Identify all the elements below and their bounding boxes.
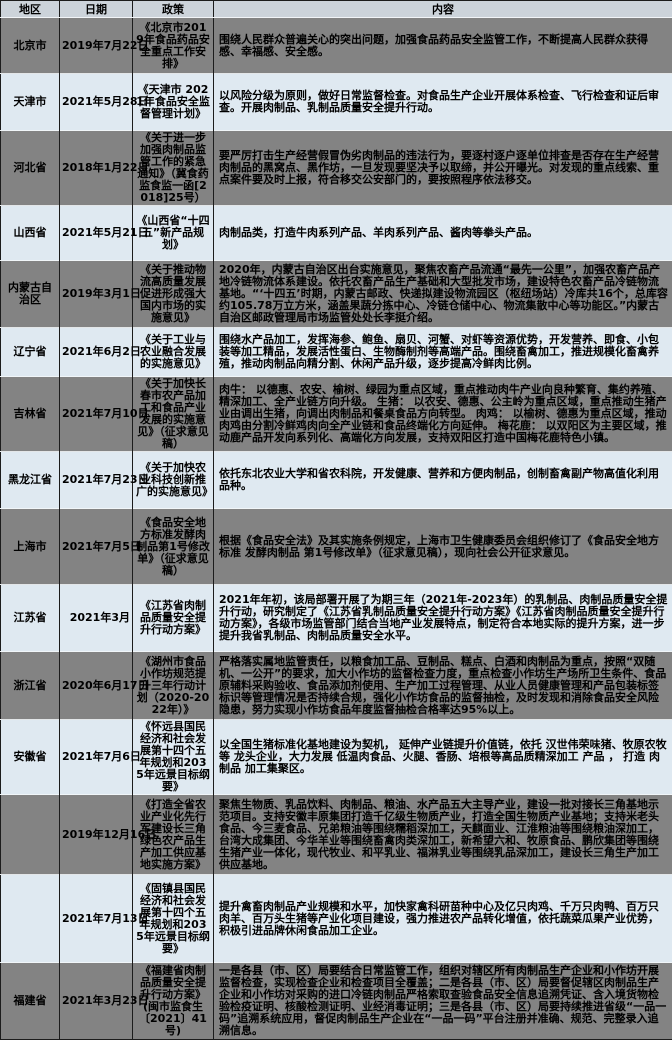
content-cell: 一是各县（市、区）局要结合日常监管工作，组织对辖区所有肉制品生产企业和小作坊开展…: [214, 963, 672, 1040]
content-cell: 依托东北农业大学和省农科院，开发健康、营养和方便肉制品，创制畜禽副产物高值化利用…: [214, 452, 672, 509]
date-cell: 2021年3月: [60, 585, 133, 652]
region-cell: 黑龙江省: [1, 452, 60, 509]
date-cell: 2021年5月28日: [60, 74, 133, 131]
policy-cell: 《关于加快长春市农产品加工和食品产业发展的实施意见》（征求意见稿）: [133, 377, 214, 452]
column-header-region: 地区: [1, 1, 60, 18]
content-cell: 2020年，内蒙古自治区出台实施意见，聚焦农畜产品流通“最先一公里”，加强农畜产…: [214, 261, 672, 328]
content-cell: 以风险分级为原则，做好日常监督检查。对食品生产企业开展体系检查、飞行检查和证后审…: [214, 74, 672, 131]
content-cell: 2021年年初，该局部署开展了为期三年（2021年-2023年）的乳制品、肉制品…: [214, 585, 672, 652]
policy-cell: 《福建省肉制品质量安全提升行动方案》(闽市监食生〔2021〕41号): [133, 963, 214, 1040]
date-cell: 2021年7月10日: [60, 377, 133, 452]
table-row: 2019年12月16日《打造全省农业产业化先行军建设长三角绿色农产品生产加工供应…: [1, 795, 672, 875]
content-cell: 聚焦生物质、乳品饮料、肉制品、粮油、水产品五大主导产业，建设一批对接长三角基地示…: [214, 795, 672, 875]
date-cell: 2021年7月13日: [60, 875, 133, 963]
date-cell: 2021年5月21日: [60, 206, 133, 261]
content-cell: 以全国生猪标准化基地建设为契机， 延伸产业链提升价值链，依托 汉世伟荣味猪、牧原…: [214, 720, 672, 795]
column-header-policy: 政策: [133, 1, 214, 18]
policy-cell: 《食品安全地方标准发酵肉制品第1号修改单》（征求意见稿）: [133, 509, 214, 585]
date-cell: 2021年7月6日: [60, 720, 133, 795]
content-cell: 围绕人民群众普遍关心的突出问题，加强食品药品安全监管工作，不断提高人民群众获得感…: [214, 18, 672, 74]
region-cell: 河北省: [1, 131, 60, 206]
column-header-content: 内容: [214, 1, 672, 18]
policy-cell: 《关于进一步加强肉制品监管工作的紧急通知》（冀食药监食监一函[2018]25号）: [133, 131, 214, 206]
policy-cell: 《山西省“十四五”新产品规划》: [133, 206, 214, 261]
region-cell: [1, 875, 60, 963]
policy-cell: 《固镇县国民经济和社会发展第十四个五年规划和2035年远景目标纲要》: [133, 875, 214, 963]
region-cell: 北京市: [1, 18, 60, 74]
header-row: 地区 日期 政策 内容: [1, 1, 672, 18]
region-cell: 福建省: [1, 963, 60, 1040]
region-cell: 天津市: [1, 74, 60, 131]
policy-cell: 《江苏省肉制品质量安全提升行动方案》: [133, 585, 214, 652]
date-cell: 2019年12月16日: [60, 795, 133, 875]
region-cell: 吉林省: [1, 377, 60, 452]
content-cell: 要严厉打击生产经营假冒伪劣肉制品的违法行为，要逐村逐户逐单位排查是否存在生产经营…: [214, 131, 672, 206]
policy-cell: 《打造全省农业产业化先行军建设长三角绿色农产品生产加工供应基地实施方案》: [133, 795, 214, 875]
region-cell: 浙江省: [1, 652, 60, 720]
region-cell: 上海市: [1, 509, 60, 585]
date-cell: 2021年7月23日: [60, 452, 133, 509]
policy-cell: 《天津市 2021年食品安全监督管理计划》: [133, 74, 214, 131]
date-cell: 2019年7月22日: [60, 18, 133, 74]
content-cell: 肉制品类，打造牛肉系列产品、羊肉系列产品、酱肉等拳头产品。: [214, 206, 672, 261]
content-cell: 根据《食品安全法》及其实施条例规定，上海市卫生健康委员会组织修订了《食品安全地方…: [214, 509, 672, 585]
region-cell: 江苏省: [1, 585, 60, 652]
date-cell: 2020年6月17日: [60, 652, 133, 720]
policy-cell: 《怀远县国民经济和社会发展第十四个五年规划和2035年远景目标纲要》: [133, 720, 214, 795]
policy-cell: 《关于推动物流高质量发展促进形成强大国内市场的实施意见》: [133, 261, 214, 328]
table-row: 2021年7月13日《固镇县国民经济和社会发展第十四个五年规划和2035年远景目…: [1, 875, 672, 963]
policy-cell: 《北京市2019年食品药品安全重点工作安排》: [133, 18, 214, 74]
content-cell: 围绕水产品加工，发挥海参、鲍鱼、扇贝、河蟹、对虾等资源优势，开发营养、即食、小包…: [214, 328, 672, 377]
date-cell: 2018年1月22日: [60, 131, 133, 206]
policy-cell: 《湖州市食品小作坊规范提升三年行动计划（2020-2022年）》: [133, 652, 214, 720]
content-cell: 严格落实属地监管责任，以粮食加工品、豆制品、糕点、白酒和肉制品为重点，按照“双随…: [214, 652, 672, 720]
region-cell: 内蒙古自治区: [1, 261, 60, 328]
date-cell: 2021年3月23日: [60, 963, 133, 1040]
policy-cell: 《关于加快农业科技创新推广的实施意见》: [133, 452, 214, 509]
column-header-date: 日期: [60, 1, 133, 18]
date-cell: 2021年6月2日: [60, 328, 133, 377]
date-cell: 2021年7月5日: [60, 509, 133, 585]
date-cell: 2019年3月1日: [60, 261, 133, 328]
content-cell: 肉牛： 以德惠、农安、榆树、绿园为重点区域，重点推动肉牛产业向良种繁育、集约养殖…: [214, 377, 672, 452]
content-cell: 提升禽畜肉制品产业规模和水平，加快家禽科研苗种中心及亿只肉鸡、千万只肉鸭、百万只…: [214, 875, 672, 963]
policy-cell: 《关于工业与农业融合发展的实施意见》: [133, 328, 214, 377]
region-cell: 辽宁省: [1, 328, 60, 377]
table-header: 地区 日期 政策 内容: [1, 1, 672, 18]
region-cell: 山西省: [1, 206, 60, 261]
region-cell: [1, 795, 60, 875]
region-cell: 安徽省: [1, 720, 60, 795]
